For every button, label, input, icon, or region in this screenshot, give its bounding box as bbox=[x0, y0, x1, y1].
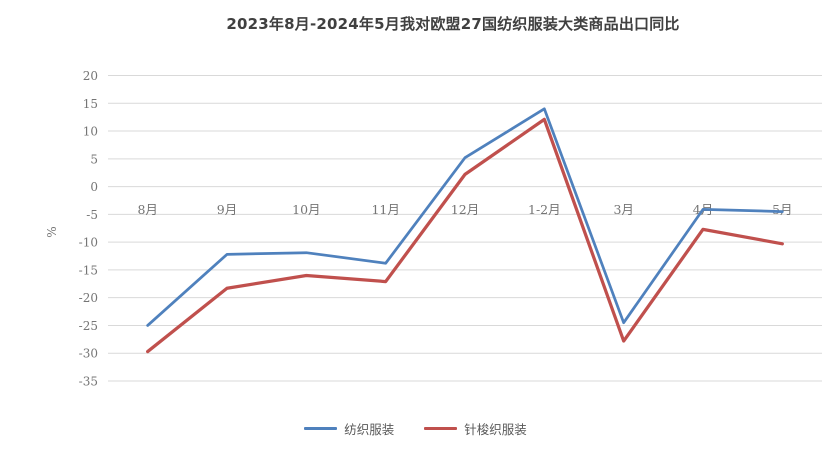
legend: 纺织服装 针梭织服装 bbox=[0, 419, 831, 438]
x-tick-label: 10月 bbox=[292, 202, 320, 217]
legend-label-series-1: 针梭织服装 bbox=[464, 422, 527, 437]
x-tick-label: 12月 bbox=[451, 202, 479, 217]
y-tick-label: -10 bbox=[79, 236, 98, 250]
y-axis-title: % bbox=[45, 226, 59, 237]
y-tick-label: 20 bbox=[83, 69, 98, 83]
x-tick-label: 5月 bbox=[772, 202, 792, 217]
legend-label-series-0: 纺织服装 bbox=[344, 422, 395, 437]
y-tick-label: 0 bbox=[90, 180, 98, 194]
x-tick-label: 1-2月 bbox=[528, 202, 561, 217]
y-tick-label: 5 bbox=[90, 152, 98, 166]
y-tick-label: -25 bbox=[79, 319, 98, 333]
y-tick-label: -30 bbox=[79, 347, 98, 361]
x-tick-label: 11月 bbox=[371, 202, 399, 217]
y-tick-label: 10 bbox=[83, 125, 98, 139]
y-tick-label: 15 bbox=[83, 97, 98, 111]
x-tick-label: 9月 bbox=[217, 202, 237, 217]
legend-item-series-1: 针梭织服装 bbox=[424, 419, 527, 438]
series-line-1 bbox=[146, 117, 784, 354]
legend-item-series-0: 纺织服装 bbox=[304, 419, 394, 438]
x-tick-label: 8月 bbox=[137, 202, 157, 217]
legend-swatch-series-1-icon bbox=[424, 427, 458, 430]
series-line-0 bbox=[146, 107, 784, 327]
y-tick-label: -15 bbox=[79, 263, 98, 277]
x-tick-label: 3月 bbox=[613, 202, 633, 217]
y-tick-label: -5 bbox=[86, 208, 98, 222]
y-tick-label: -20 bbox=[79, 291, 98, 305]
chart-title: 2023年8月-2024年5月我对欧盟27国纺织服装大类商品出口同比 bbox=[226, 15, 680, 33]
y-tick-label: -35 bbox=[79, 375, 98, 389]
legend-swatch-series-0-icon bbox=[304, 427, 338, 430]
